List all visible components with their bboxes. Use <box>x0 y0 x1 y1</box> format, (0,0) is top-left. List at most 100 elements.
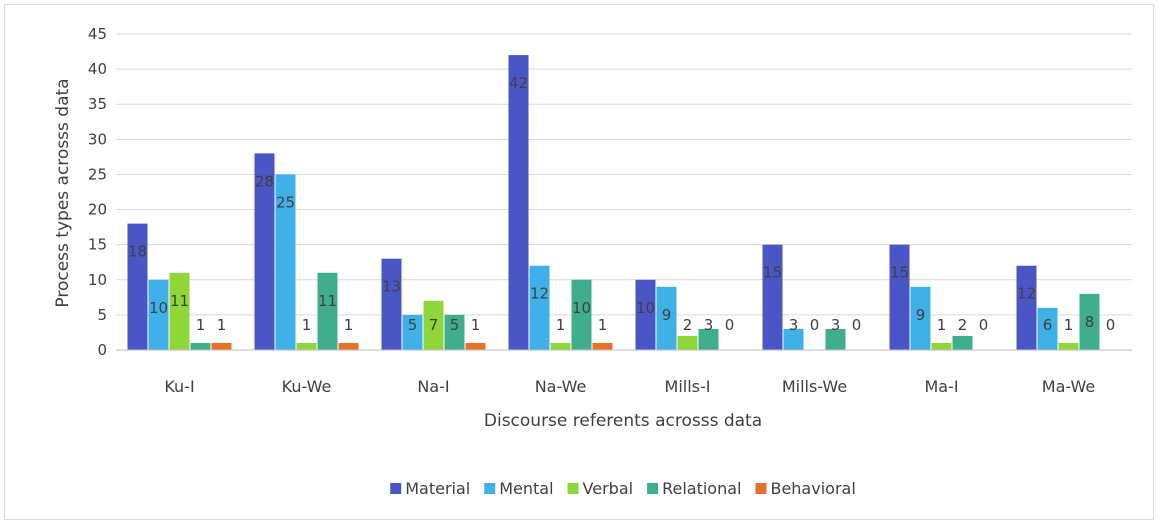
data-label: 42 <box>509 74 528 92</box>
y-tick-label: 5 <box>97 306 107 324</box>
data-label: 3 <box>704 316 714 334</box>
data-label: 1 <box>196 316 206 334</box>
data-label: 7 <box>429 316 439 334</box>
x-axis-title: Discourse referents acrosss data <box>484 411 762 431</box>
data-label: 1 <box>344 316 354 334</box>
bar-verbal-ku-i <box>169 272 190 350</box>
data-label: 9 <box>662 306 672 324</box>
bar-verbal-ku-we <box>296 342 317 350</box>
legend-label-material: Material <box>405 479 470 498</box>
legend: Material Mental Verbal Relational Behavioral <box>390 479 856 498</box>
bar-mental-mills-we <box>783 328 804 350</box>
bar-relational-ku-we <box>317 272 338 350</box>
data-label: 12 <box>530 285 549 303</box>
data-label: 0 <box>810 316 820 334</box>
x-category-label: Ma-We <box>1042 377 1095 396</box>
data-label: 18 <box>128 243 147 261</box>
y-tick-label: 25 <box>88 165 107 183</box>
data-label: 1 <box>556 316 566 334</box>
legend-label-behavioral: Behavioral <box>770 479 855 498</box>
data-label: 6 <box>1043 316 1053 334</box>
bar-material-ku-i <box>127 223 148 350</box>
data-label: 13 <box>382 278 401 296</box>
bar-mental-mills-i <box>656 286 677 350</box>
bar-verbal-ma-i <box>931 342 952 350</box>
data-label: 9 <box>916 306 926 324</box>
y-tick-label: 35 <box>88 95 107 113</box>
bar-relational-mills-i <box>698 328 719 350</box>
legend-swatch-behavioral <box>755 483 767 494</box>
bar-material-ma-i <box>889 244 910 350</box>
bar-behavioral-ku-i <box>211 342 232 350</box>
data-label: 3 <box>789 316 799 334</box>
legend-label-mental: Mental <box>499 479 553 498</box>
bar-verbal-mills-i <box>677 335 698 350</box>
data-label: 1 <box>471 316 481 334</box>
y-tick-label: 10 <box>88 271 107 289</box>
data-label: 12 <box>1017 285 1036 303</box>
x-category-label: Mills-We <box>782 377 847 396</box>
bar-relational-na-i <box>444 314 465 350</box>
data-label: 0 <box>979 316 989 334</box>
y-axis-title: Process types acrosss data <box>53 78 73 307</box>
legend-swatch-mental <box>484 483 496 494</box>
data-label: 1 <box>302 316 312 334</box>
data-label: 0 <box>1106 316 1116 334</box>
y-axis-ticks: 0 5 10 15 20 25 30 35 40 45 <box>88 25 107 359</box>
data-label: 25 <box>276 193 295 211</box>
bar-relational-ku-i <box>190 342 211 350</box>
data-label: 10 <box>636 299 655 317</box>
bar-material-mills-we <box>762 244 783 350</box>
legend-label-relational: Relational <box>662 479 741 498</box>
data-label: 5 <box>408 316 418 334</box>
x-axis-categories: Ku-I Ku-We Na-I Na-We Mills-I Mills-We Ma-I Ma-… <box>164 377 1095 396</box>
data-label: 1 <box>598 316 608 334</box>
y-tick-label: 0 <box>97 341 107 359</box>
y-tick-label: 20 <box>88 201 107 219</box>
x-category-label: Na-We <box>535 377 587 396</box>
chart-frame <box>4 4 1154 520</box>
legend-swatch-verbal <box>567 483 579 494</box>
bar-mental-ma-i <box>910 286 931 350</box>
bar-relational-mills-we <box>825 328 846 350</box>
bar-material-na-we <box>508 55 529 351</box>
y-tick-label: 30 <box>88 130 107 148</box>
bar-mental-ma-we <box>1037 307 1058 350</box>
data-label: 15 <box>890 264 909 282</box>
legend-label-verbal: Verbal <box>583 479 634 498</box>
bar-mental-ku-i <box>148 279 169 350</box>
bar-mental-ku-we <box>275 174 296 350</box>
bar-verbal-ma-we <box>1058 342 1079 350</box>
bar-material-ma-we <box>1016 265 1037 350</box>
x-category-label: Ku-We <box>282 377 332 396</box>
y-tick-label: 40 <box>88 60 107 78</box>
data-label: 10 <box>149 299 168 317</box>
bar-material-ku-we <box>254 153 275 350</box>
bar-relational-ma-we <box>1079 293 1100 350</box>
bars <box>127 55 1100 351</box>
y-tick-label: 15 <box>88 236 107 254</box>
bar-relational-na-we <box>571 279 592 350</box>
data-label: 2 <box>683 316 693 334</box>
bar-verbal-na-i <box>423 300 444 350</box>
y-tick-label: 45 <box>88 25 107 43</box>
data-label: 15 <box>763 264 782 282</box>
bar-behavioral-na-i <box>465 342 486 350</box>
bar-mental-na-i <box>402 314 423 350</box>
data-label: 11 <box>318 292 337 310</box>
data-label: 28 <box>255 172 274 190</box>
bar-material-mills-i <box>635 279 656 350</box>
bar-behavioral-na-we <box>592 342 613 350</box>
bar-verbal-na-we <box>550 342 571 350</box>
data-label: 5 <box>450 316 460 334</box>
legend-swatch-relational <box>647 483 659 494</box>
bar-behavioral-ku-we <box>338 342 359 350</box>
x-category-label: Ku-I <box>164 377 194 396</box>
data-label: 0 <box>725 316 735 334</box>
data-label: 0 <box>852 316 862 334</box>
data-label: 8 <box>1085 313 1095 331</box>
legend-swatch-material <box>390 483 402 494</box>
data-label: 10 <box>572 299 591 317</box>
